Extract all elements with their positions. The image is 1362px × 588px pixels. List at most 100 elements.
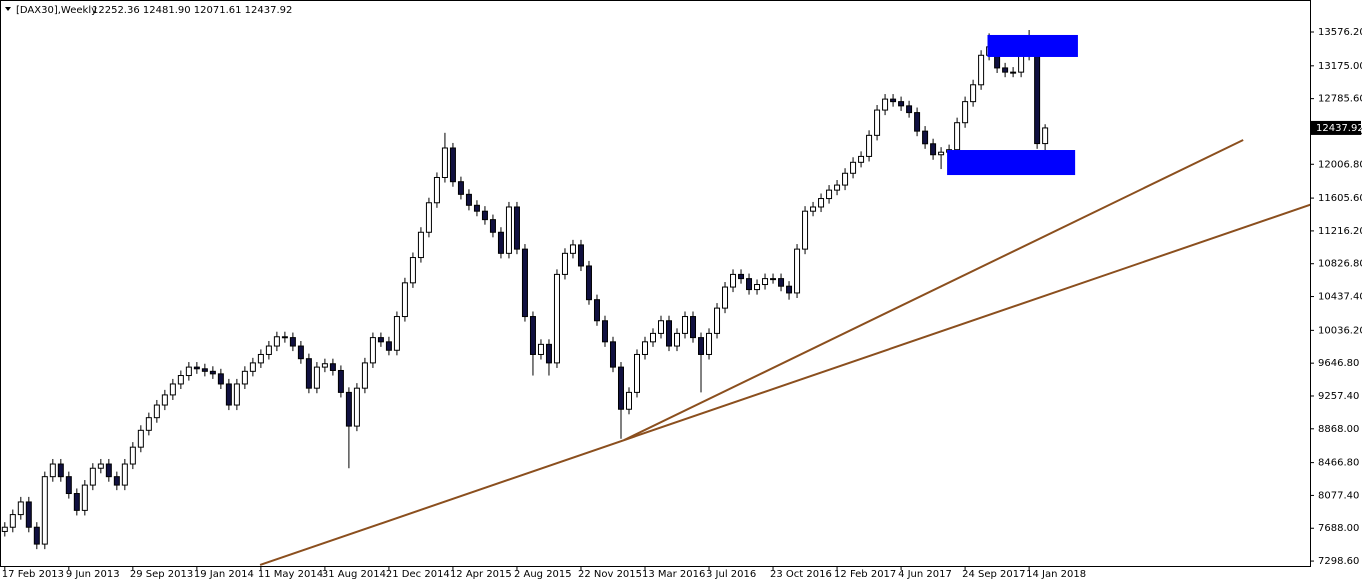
candle-body [810,206,817,212]
candle-body [786,285,793,294]
candle-body [481,210,488,221]
candle-body [505,206,512,254]
candle-body [545,343,552,364]
candle-body [529,316,536,355]
candle-body [401,282,408,318]
candle-body [433,176,440,204]
candle-body [457,181,464,195]
ohlc-label: 12252.36 12481.90 12071.61 12437.92 [92,5,292,16]
candle-body [585,265,592,301]
trendline [259,203,1310,566]
candle-body [722,286,729,309]
candle-body [73,493,80,511]
candle-body [201,368,208,372]
candle-body [177,375,184,385]
x-tick-label: 17 Feb 2013 [2,569,64,580]
candle-body [834,184,841,191]
candle-body [770,278,777,281]
candle-body [858,155,865,163]
candle-body [193,366,200,370]
candle-body [241,370,248,385]
candle-body [962,101,969,124]
candle-body [690,316,697,339]
current-price-label: 12437.92 [1316,123,1362,134]
candle-body [369,337,376,364]
candle-body [1002,67,1009,73]
x-tick-label: 13 Mar 2016 [642,569,705,580]
candle-body [489,219,496,233]
candle-body [17,501,24,516]
candle-body [1,526,8,532]
candle-body [449,147,456,183]
y-tick-label: 8868.00 [1318,424,1359,435]
candle-body [289,337,296,347]
candle-body [778,278,785,287]
candle-body [577,244,584,267]
candle-body [754,284,761,291]
x-tick-label: 2 Aug 2015 [514,569,572,580]
candle-body [930,143,937,156]
candle-body [145,417,152,431]
x-tick-label: 11 May 2014 [258,569,323,580]
candle-body [898,101,905,107]
candle-body [874,109,881,136]
candle-body [553,273,560,364]
candle-body [537,343,544,355]
candle-body [762,278,769,286]
candle-body [81,484,88,511]
candle-body [922,130,929,145]
candle-body [978,54,985,86]
candle-body [409,257,416,284]
candle-body [706,332,713,355]
candle-body [185,366,192,377]
candle-body [249,362,256,372]
candle-body [361,362,368,389]
candle-body [625,391,632,410]
x-tick-label: 21 Dec 2014 [386,569,450,580]
candle-body [818,198,825,208]
y-tick-label: 7688.00 [1318,523,1359,534]
candle-body [1010,71,1017,74]
menu-arrow[interactable] [5,7,11,11]
candle-body [802,210,809,250]
candle-body [233,383,240,406]
candle-body [105,463,112,478]
candle-body [666,320,673,347]
candle-body [954,122,961,151]
candle-body [209,370,216,375]
candle-body [617,366,624,410]
candle-body [938,151,945,156]
candle-body [65,476,72,495]
candle-body [609,341,616,368]
candle-body [353,387,360,427]
candle-body [569,244,576,254]
candle-body [393,316,400,351]
candle-body [57,463,64,478]
candle-body [649,332,656,343]
y-tick-label: 10437.40 [1318,292,1362,303]
candle-body [217,373,224,385]
zone [987,34,1078,57]
y-tick-label: 8466.80 [1318,458,1359,469]
candle-body [161,394,168,406]
candle-body [225,383,232,406]
candle-body [842,172,849,186]
candle-body [1034,44,1041,145]
x-tick-label: 14 Jan 2018 [1026,569,1086,580]
x-tick-label: 9 Jun 2013 [66,569,120,580]
y-tick-label: 7298.60 [1318,556,1359,567]
x-tick-label: 4 Jun 2017 [898,569,952,580]
x-tick-label: 22 Nov 2015 [578,569,642,580]
candle-body [730,273,737,288]
candle-body [417,231,424,259]
candle-body [593,299,600,322]
candle-body [521,248,528,318]
y-tick-label: 13175.00 [1318,61,1362,72]
candle-body [273,336,280,347]
y-tick-label: 12785.60 [1318,94,1362,105]
plot [1,30,1310,566]
x-tick-label: 12 Apr 2015 [450,569,512,580]
candle-body [473,204,480,212]
